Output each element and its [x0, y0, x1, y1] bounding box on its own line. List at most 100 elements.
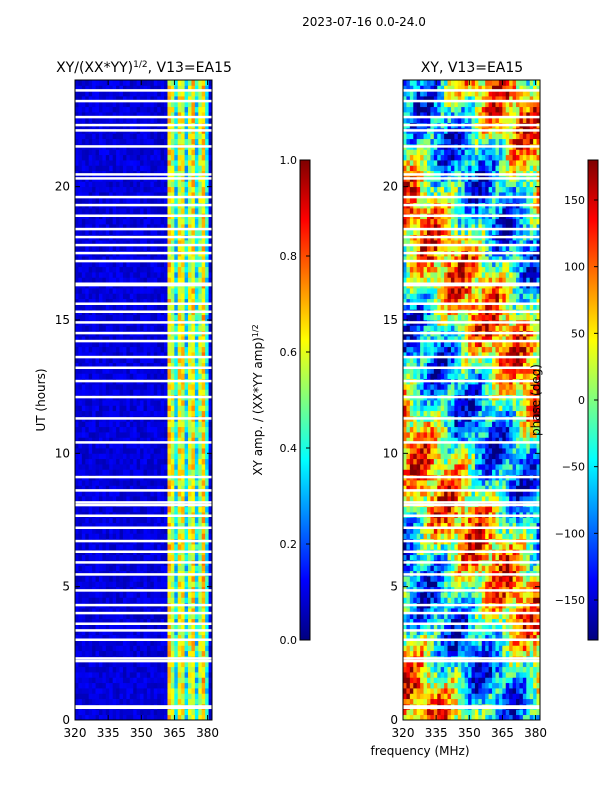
heatmap-cell: [95, 224, 100, 230]
flagged-row: [75, 203, 212, 207]
heatmap-cell: [201, 469, 206, 476]
heatmap-cell: [198, 517, 203, 524]
heatmap-cell: [112, 165, 117, 172]
flagged-row: [75, 629, 212, 632]
heatmap-cell: [78, 138, 83, 145]
heatmap-cell: [112, 490, 117, 497]
heatmap-cell: [205, 218, 209, 225]
heatmap-cell: [208, 341, 213, 348]
heatmap-cell: [102, 469, 107, 476]
heatmap-cell: [88, 496, 93, 502]
heatmap-cell: [146, 650, 151, 657]
heatmap-cell: [208, 522, 213, 529]
heatmap-cell: [116, 352, 120, 358]
heatmap-cell: [167, 597, 172, 604]
heatmap-cell: [191, 485, 196, 492]
heatmap-cell: [98, 426, 103, 433]
heatmap-cell: [181, 389, 185, 396]
heatmap-cell: [143, 565, 148, 572]
heatmap-cell: [150, 368, 155, 374]
heatmap-cell: [95, 85, 100, 92]
heatmap-cell: [160, 197, 165, 204]
heatmap-cell: [205, 90, 209, 97]
heatmap-cell: [181, 288, 185, 294]
heatmap-cell: [133, 650, 138, 657]
heatmap-cell: [181, 192, 185, 198]
heatmap-cell: [146, 693, 151, 700]
heatmap-cell: [188, 448, 192, 454]
heatmap-cell: [75, 522, 79, 529]
heatmap-cell: [105, 85, 110, 92]
heatmap-cell: [177, 517, 182, 524]
heatmap-cell: [201, 154, 206, 161]
heatmap-cell: [78, 229, 83, 236]
heatmap-cell: [95, 522, 100, 529]
heatmap-cell: [150, 277, 155, 284]
heatmap-cell: [164, 661, 168, 668]
heatmap-cell: [136, 554, 141, 561]
heatmap-cell: [406, 714, 411, 721]
heatmap-cell: [126, 192, 131, 198]
heatmap-cell: [208, 197, 213, 204]
heatmap-cell: [88, 245, 93, 252]
heatmap-cell: [164, 506, 168, 513]
heatmap-cell: [153, 245, 158, 252]
heatmap-cell: [157, 336, 162, 342]
heatmap-cell: [112, 432, 117, 438]
heatmap-cell: [174, 112, 179, 118]
heatmap-cell: [146, 442, 151, 449]
heatmap-cell: [188, 597, 192, 604]
heatmap-cell: [140, 277, 144, 284]
heatmap-cell: [150, 96, 155, 102]
heatmap-cell: [136, 522, 141, 529]
heatmap-cell: [181, 133, 185, 140]
heatmap-cell: [157, 314, 162, 321]
heatmap-cell: [78, 426, 83, 433]
heatmap-cell: [160, 698, 165, 705]
heatmap-cell: [160, 272, 165, 278]
heatmap-cell: [146, 117, 151, 124]
heatmap-cell: [78, 197, 83, 204]
heatmap-cell: [191, 229, 196, 236]
heatmap-cell: [191, 208, 196, 214]
heatmap-cell: [143, 133, 148, 140]
heatmap-cell: [188, 442, 192, 449]
heatmap-cell: [126, 496, 131, 502]
heatmap-cell: [140, 437, 144, 444]
heatmap-cell: [170, 192, 175, 198]
heatmap-cell: [492, 714, 496, 721]
heatmap-cell: [133, 442, 138, 449]
heatmap-cell: [116, 96, 120, 102]
phase-heatmap[interactable]: [403, 80, 541, 721]
heatmap-cell: [136, 389, 141, 396]
amplitude-heatmap[interactable]: [75, 80, 213, 721]
heatmap-cell: [150, 597, 155, 604]
heatmap-cell: [88, 533, 93, 540]
heatmap-cell: [133, 186, 138, 193]
heatmap-cell: [112, 224, 117, 230]
flagged-row: [75, 657, 212, 660]
heatmap-cell: [150, 554, 155, 561]
heatmap-cell: [150, 672, 155, 678]
heatmap-cell: [177, 325, 182, 332]
heatmap-cell: [170, 218, 175, 225]
heatmap-cell: [85, 160, 90, 166]
heatmap-cell: [116, 149, 120, 156]
heatmap-cell: [160, 389, 165, 396]
heatmap-cell: [157, 469, 162, 476]
heatmap-cell: [157, 410, 162, 417]
heatmap-cell: [184, 650, 189, 657]
heatmap-cell: [85, 432, 90, 438]
heatmap-cell: [146, 261, 151, 268]
flagged-row: [75, 331, 212, 335]
heatmap-cell: [81, 517, 86, 524]
heatmap-cell: [433, 709, 438, 716]
heatmap-cell: [184, 544, 189, 550]
heatmap-cell: [136, 293, 141, 300]
heatmap-cell: [109, 442, 114, 449]
heatmap-cell: [78, 458, 83, 465]
heatmap-cell: [81, 293, 86, 300]
heatmap-cell: [208, 336, 213, 342]
heatmap-cell: [167, 277, 172, 284]
heatmap-cell: [164, 533, 168, 540]
